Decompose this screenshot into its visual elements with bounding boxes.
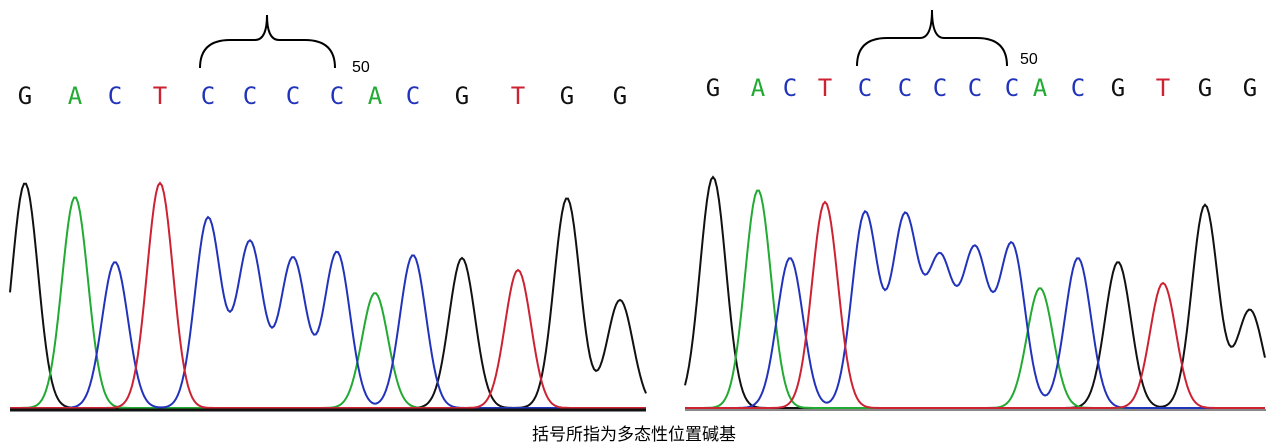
base-call: A — [368, 82, 383, 110]
base-call: C — [858, 74, 872, 102]
base-call: T — [511, 82, 525, 110]
base-call: C — [933, 74, 947, 102]
base-call: G — [613, 82, 627, 110]
position-label: 50 — [1020, 51, 1038, 68]
base-call: C — [1005, 74, 1019, 102]
trace — [685, 211, 1265, 408]
base-call: C — [330, 82, 344, 110]
base-call: C — [406, 82, 420, 110]
base-call: C — [898, 74, 912, 102]
base-call: C — [201, 82, 215, 110]
base-call: C — [243, 82, 257, 110]
chromatogram-figure: 50 50 括号所指为多态性位置碱基 GACTCCCCACGTGGGACTCCC… — [0, 0, 1269, 445]
base-call: G — [706, 74, 720, 102]
base-call: G — [1198, 74, 1212, 102]
base-call: C — [1071, 74, 1085, 102]
base-call: C — [968, 74, 982, 102]
bracket — [857, 10, 1007, 66]
base-call: G — [18, 82, 32, 110]
base-call: A — [68, 82, 83, 110]
position-label: 50 — [352, 59, 370, 76]
base-call: A — [1033, 74, 1048, 102]
trace — [685, 202, 1265, 408]
base-call: T — [818, 74, 832, 102]
base-call: T — [153, 82, 167, 110]
base-call: C — [783, 74, 797, 102]
base-call: G — [1243, 74, 1257, 102]
base-call: C — [108, 82, 122, 110]
bracket — [200, 15, 335, 68]
base-call: A — [751, 74, 766, 102]
base-call: C — [286, 82, 300, 110]
trace — [685, 191, 1265, 408]
base-call: G — [560, 82, 574, 110]
base-call: G — [1111, 74, 1125, 102]
caption: 括号所指为多态性位置碱基 — [532, 425, 736, 445]
base-call: G — [455, 82, 469, 110]
base-call: T — [1156, 74, 1170, 102]
